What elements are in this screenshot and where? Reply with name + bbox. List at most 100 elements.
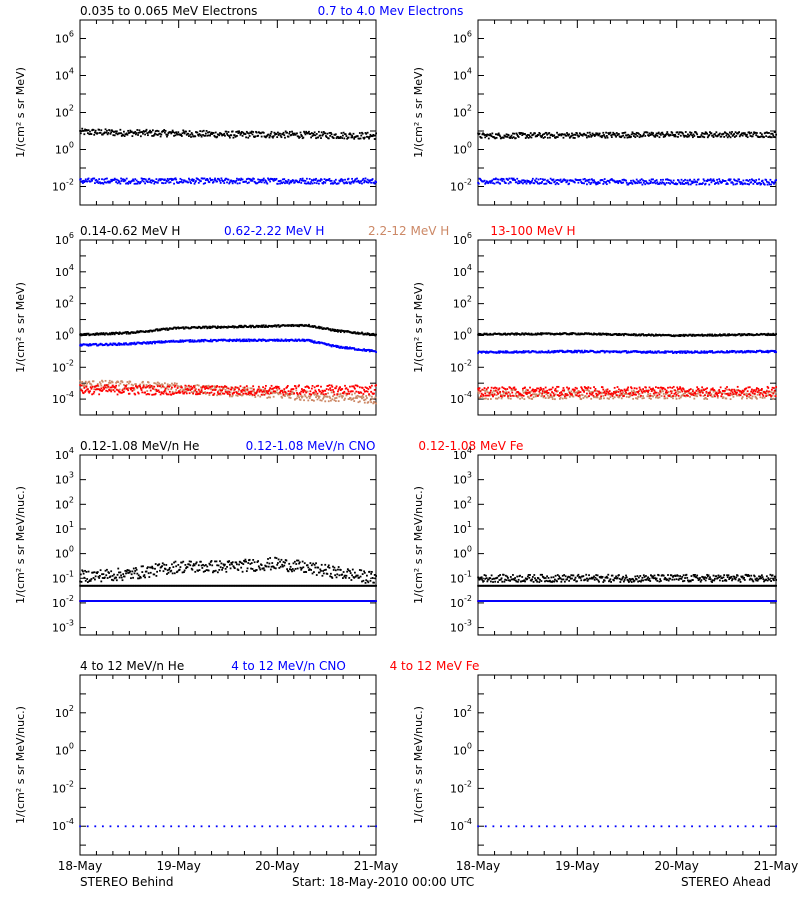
data-point bbox=[206, 178, 209, 180]
data-point bbox=[363, 181, 365, 184]
data-point bbox=[339, 137, 341, 139]
data-point bbox=[568, 133, 571, 136]
data-point bbox=[170, 339, 173, 342]
data-point bbox=[600, 135, 603, 138]
data-point bbox=[606, 136, 609, 139]
data-point bbox=[650, 180, 652, 183]
data-point bbox=[183, 132, 186, 135]
data-point bbox=[351, 390, 354, 393]
data-point bbox=[494, 133, 497, 136]
data-point bbox=[477, 182, 480, 185]
data-point bbox=[768, 132, 770, 134]
data-point bbox=[156, 381, 159, 384]
data-point bbox=[109, 132, 112, 135]
data-point bbox=[771, 394, 774, 397]
data-point bbox=[509, 395, 512, 397]
data-point bbox=[198, 390, 201, 392]
data-point bbox=[632, 397, 635, 400]
data-point bbox=[130, 343, 132, 346]
data-point bbox=[768, 183, 771, 186]
data-point bbox=[277, 134, 280, 136]
data-point bbox=[250, 392, 252, 395]
data-point bbox=[771, 132, 774, 135]
data-point bbox=[298, 136, 301, 139]
data-point bbox=[516, 133, 519, 136]
data-point bbox=[640, 334, 642, 337]
data-point bbox=[650, 131, 653, 134]
data-point bbox=[511, 391, 514, 394]
data-point bbox=[491, 393, 494, 396]
data-point bbox=[609, 131, 612, 134]
data-point bbox=[337, 182, 340, 185]
data-point bbox=[183, 327, 186, 330]
data-point bbox=[699, 135, 702, 138]
data-point bbox=[156, 134, 159, 136]
data-point bbox=[102, 332, 105, 334]
data-point bbox=[79, 382, 82, 385]
data-point bbox=[110, 390, 113, 393]
data-point bbox=[581, 182, 584, 185]
data-point bbox=[689, 178, 691, 181]
data-point bbox=[142, 132, 144, 135]
data-point bbox=[114, 386, 117, 389]
data-point bbox=[545, 391, 548, 393]
data-point bbox=[540, 182, 543, 185]
data-point bbox=[303, 389, 306, 392]
data-point bbox=[349, 133, 352, 136]
data-point bbox=[233, 391, 236, 394]
data-point bbox=[621, 178, 624, 181]
data-point bbox=[525, 134, 528, 137]
data-point bbox=[690, 350, 693, 353]
data-point bbox=[210, 388, 213, 391]
data-point bbox=[360, 395, 363, 398]
data-point bbox=[279, 340, 282, 342]
data-point bbox=[236, 392, 238, 394]
data-point bbox=[504, 388, 507, 390]
data-point bbox=[317, 326, 320, 329]
data-point bbox=[373, 401, 376, 404]
data-point bbox=[517, 136, 520, 138]
data-point bbox=[731, 181, 734, 184]
data-point bbox=[146, 390, 149, 392]
data-point bbox=[135, 133, 137, 136]
data-point bbox=[175, 391, 178, 394]
data-point bbox=[766, 132, 769, 134]
data-point bbox=[291, 132, 294, 135]
data-point bbox=[126, 388, 129, 391]
data-point bbox=[526, 180, 529, 183]
data-point bbox=[650, 351, 653, 354]
data-point bbox=[337, 136, 339, 138]
data-point bbox=[573, 391, 576, 394]
data-point bbox=[605, 181, 608, 183]
data-point bbox=[170, 393, 173, 396]
data-point bbox=[483, 179, 486, 182]
data-point bbox=[760, 351, 763, 354]
data-point bbox=[672, 397, 674, 400]
data-point bbox=[623, 393, 626, 395]
data-point bbox=[327, 400, 330, 403]
data-point bbox=[170, 177, 173, 180]
data-point bbox=[746, 183, 749, 185]
data-point bbox=[524, 392, 527, 394]
data-point bbox=[741, 132, 743, 135]
data-point bbox=[509, 181, 512, 184]
data-point bbox=[149, 341, 152, 343]
data-point bbox=[356, 397, 358, 399]
data-point bbox=[264, 389, 267, 392]
data-point bbox=[531, 179, 534, 182]
data-point bbox=[337, 388, 340, 391]
data-point bbox=[89, 180, 92, 183]
data-point bbox=[288, 340, 291, 343]
data-point bbox=[248, 181, 250, 184]
y-tick-label: 100 bbox=[453, 141, 472, 157]
data-point bbox=[211, 385, 214, 388]
data-point bbox=[226, 326, 229, 329]
data-point bbox=[366, 135, 368, 138]
data-point bbox=[98, 343, 101, 346]
data-point bbox=[208, 394, 211, 396]
data-point bbox=[173, 132, 176, 134]
data-point bbox=[303, 182, 306, 185]
data-point bbox=[630, 179, 632, 182]
data-point bbox=[104, 386, 107, 389]
data-point bbox=[321, 134, 324, 137]
